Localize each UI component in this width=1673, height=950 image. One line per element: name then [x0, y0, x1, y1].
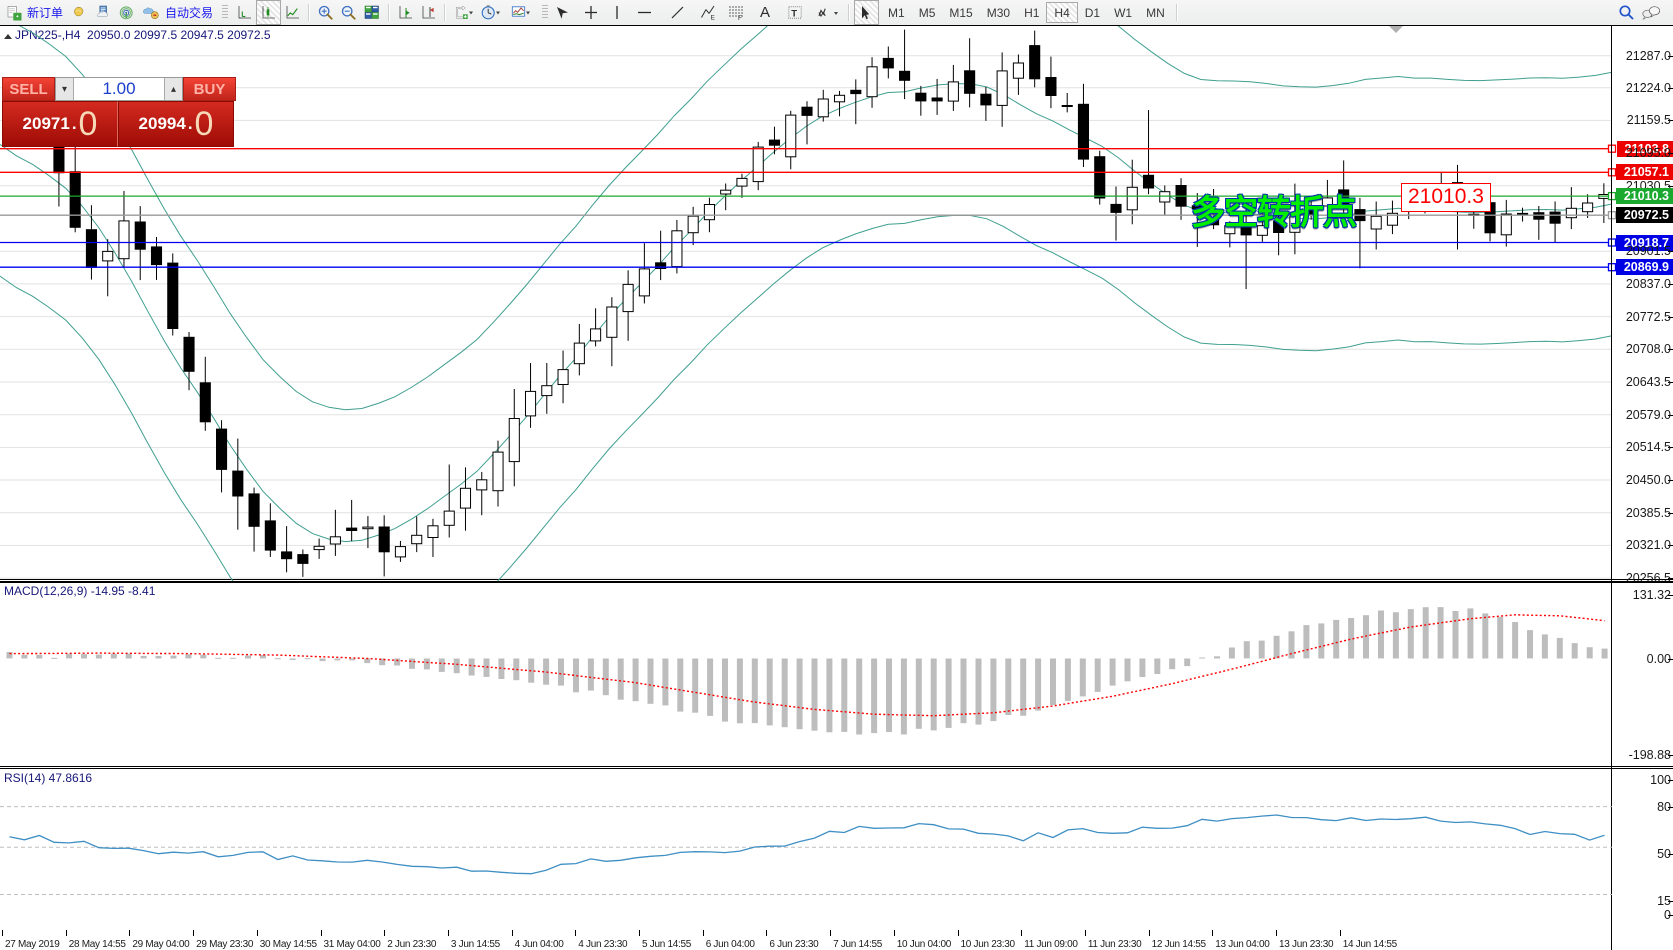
- svg-text:T: T: [791, 8, 797, 19]
- svg-text:F: F: [738, 15, 742, 20]
- svg-text:E: E: [711, 15, 716, 21]
